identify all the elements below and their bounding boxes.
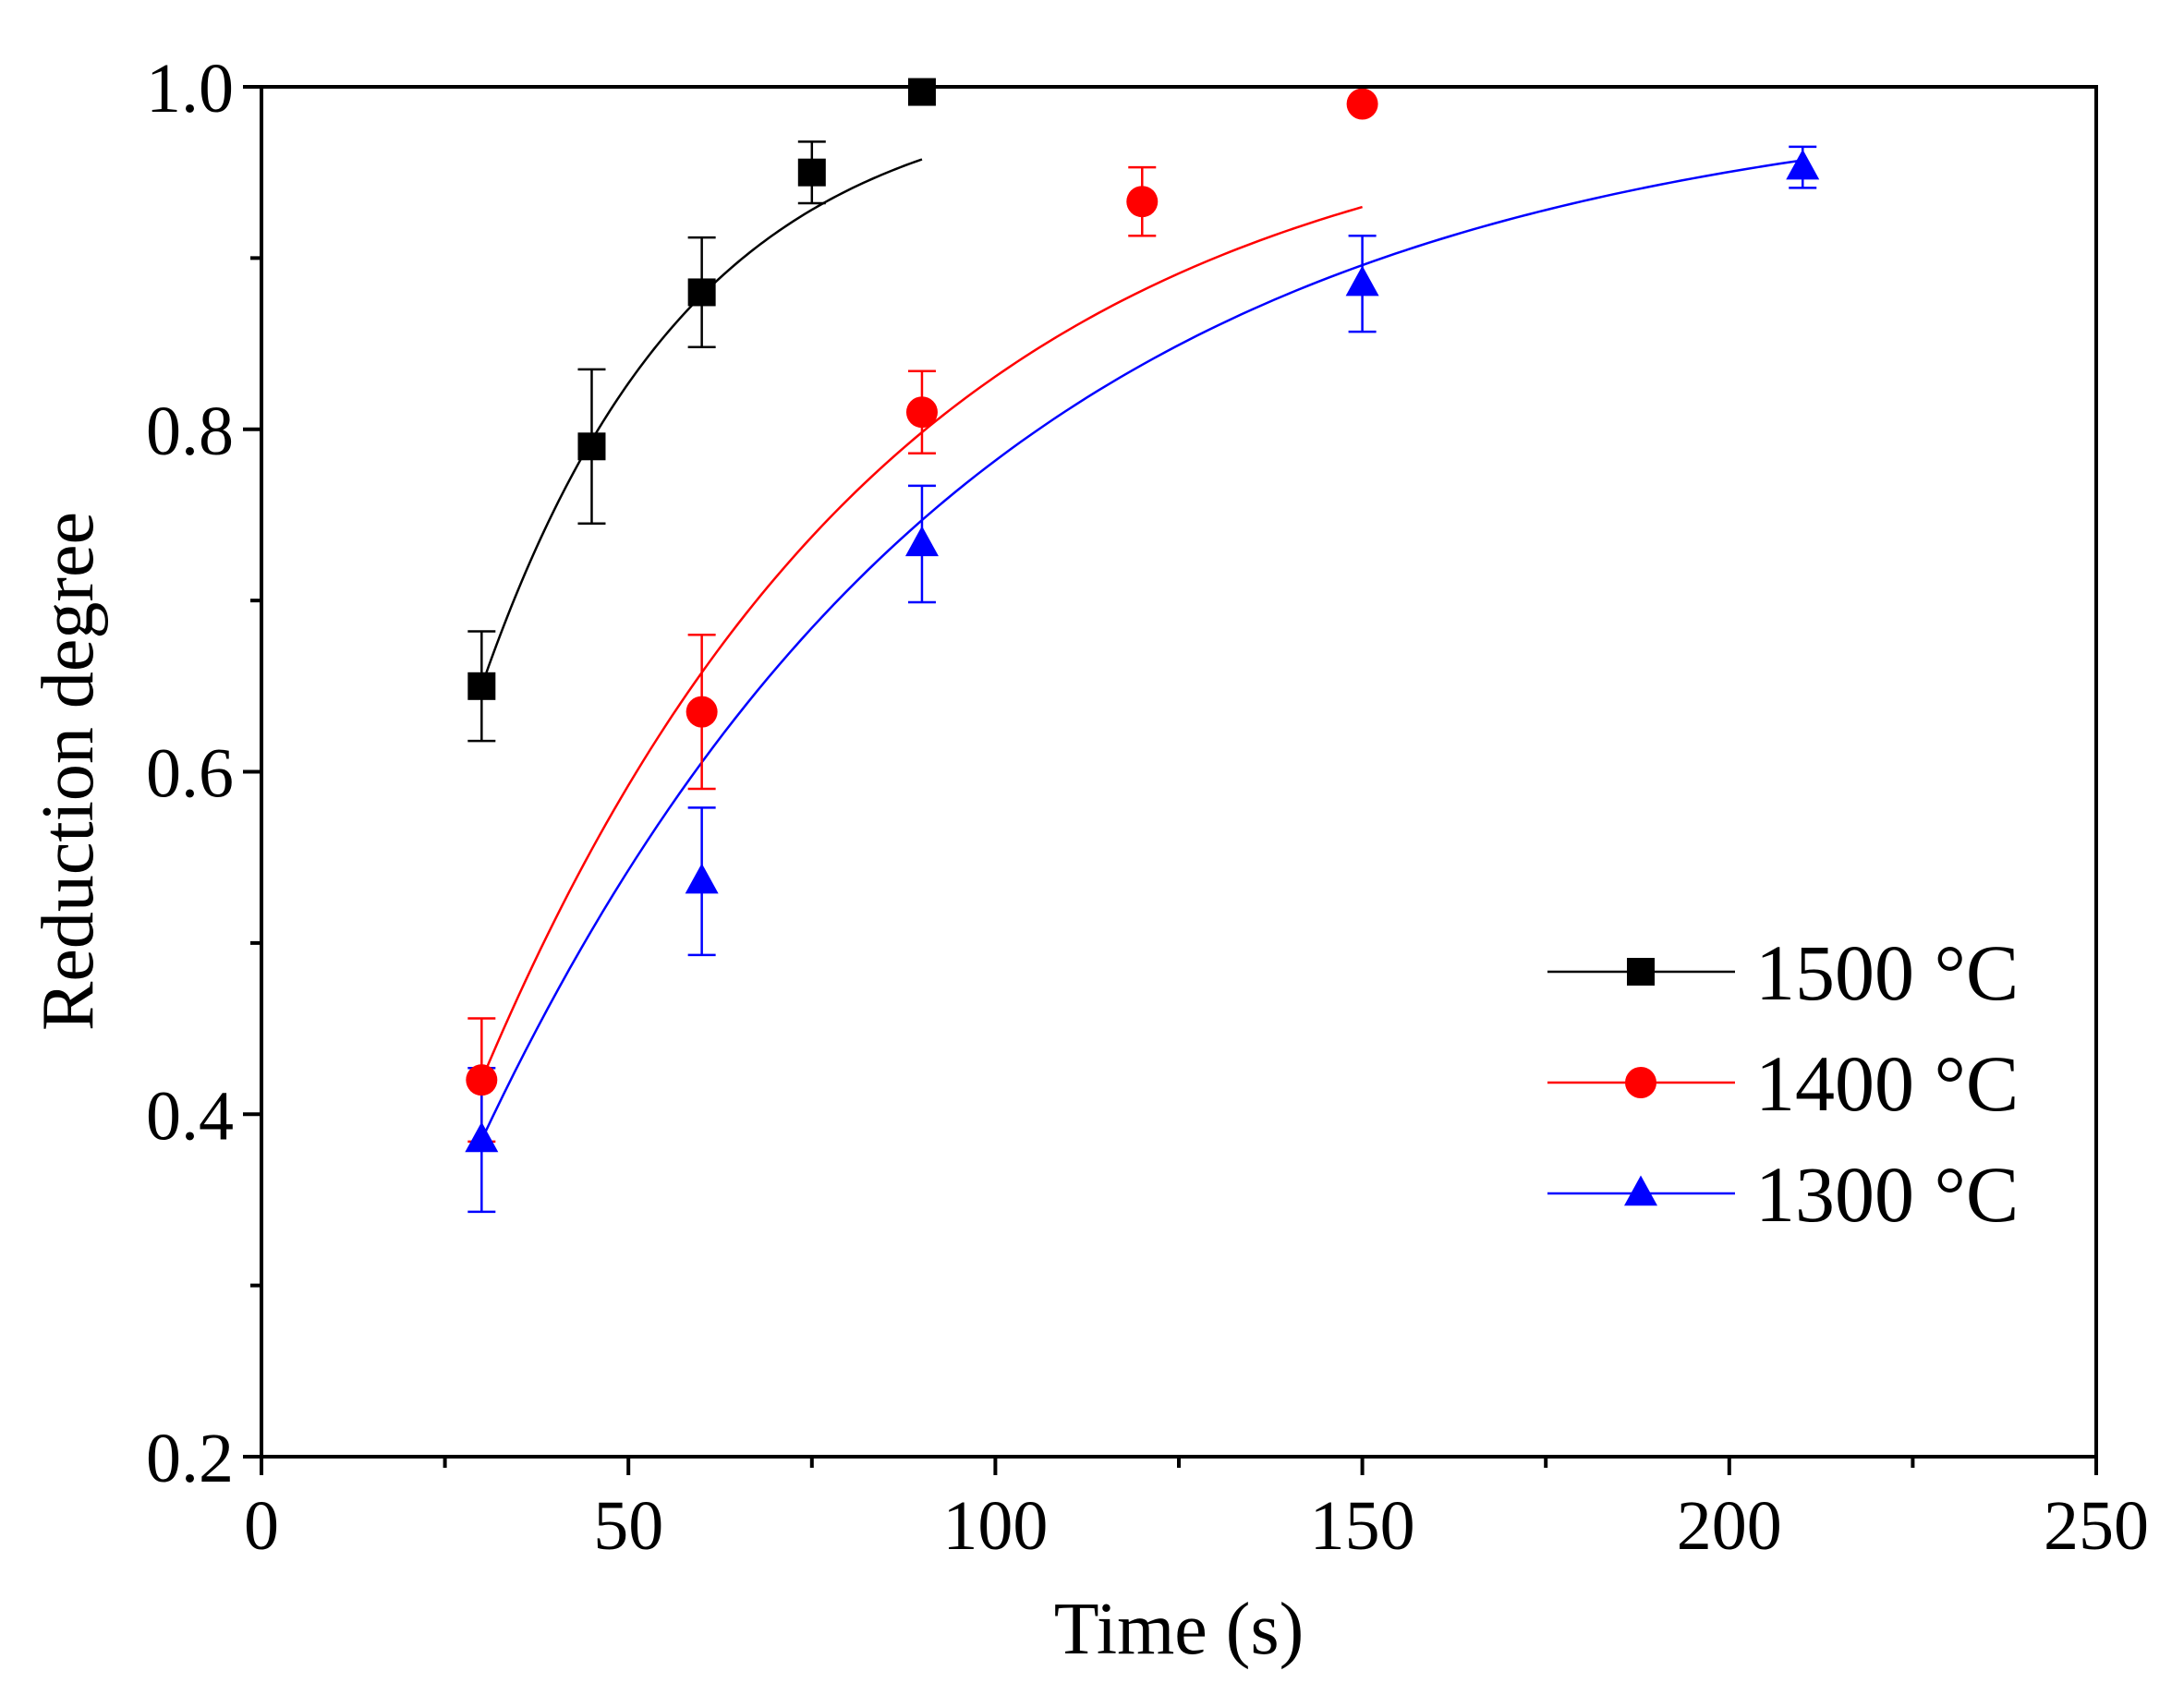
y-tick-label: 0.8 [146, 393, 234, 470]
data-point [1126, 186, 1159, 218]
legend-marker [1627, 958, 1655, 986]
y-tick-label: 0.6 [146, 735, 234, 813]
data-point [1345, 265, 1379, 297]
data-point [687, 278, 716, 307]
legend-label: 1500 °C [1755, 928, 2019, 1017]
y-tick-label: 0.4 [146, 1077, 234, 1155]
x-tick-label: 250 [2044, 1487, 2149, 1565]
fit-curves [480, 158, 1803, 1141]
data-markers [465, 78, 1820, 1153]
data-point [1786, 149, 1820, 180]
data-point [685, 863, 719, 894]
data-point [467, 672, 496, 700]
y-axis-title: Reduction degree [28, 512, 109, 1031]
axis-ticks [243, 85, 2098, 1475]
x-tick-label: 0 [244, 1487, 279, 1565]
x-tick-label: 200 [1677, 1487, 1782, 1565]
data-point [466, 1064, 498, 1096]
x-axis-title: Time (s) [1054, 1589, 1304, 1670]
legend: 1500 °C 1400 °C 1300 °C [1547, 928, 2019, 1239]
error-bars [467, 140, 1817, 1214]
data-point [904, 526, 939, 557]
fit-curve [480, 205, 1363, 1081]
x-tick-label: 150 [1310, 1487, 1415, 1565]
axis-tick-labels: 0 50 100 150 200 250 0.2 0.4 0.6 0.8 1.0 [146, 50, 2149, 1565]
legend-label: 1400 °C [1755, 1039, 2019, 1128]
data-point [465, 1121, 499, 1153]
data-point [797, 158, 826, 187]
legend-marker [1625, 1067, 1656, 1098]
legend-marker [1624, 1175, 1657, 1206]
fit-curve [480, 159, 1803, 1141]
data-point [686, 696, 718, 728]
x-tick-label: 100 [942, 1487, 1048, 1565]
x-tick-label: 50 [593, 1487, 663, 1565]
y-tick-label: 1.0 [146, 50, 234, 127]
data-point [1346, 88, 1378, 120]
plot-frame [260, 85, 2098, 1459]
data-point [907, 78, 936, 106]
legend-label: 1300 °C [1755, 1150, 2019, 1239]
y-tick-label: 0.2 [146, 1420, 234, 1497]
data-point [577, 432, 606, 461]
data-point [905, 396, 938, 429]
